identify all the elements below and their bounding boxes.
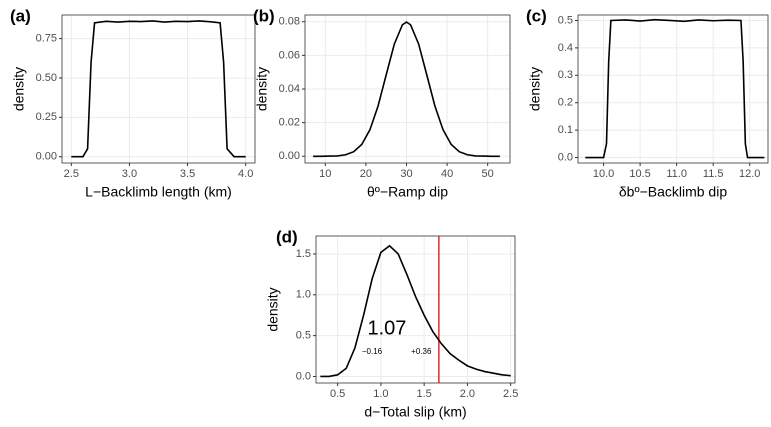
y-tick-label: 0.5 <box>296 330 311 342</box>
x-tick-label: 11.5 <box>703 168 724 180</box>
y-axis-label: density <box>11 67 27 111</box>
y-axis-label: density <box>527 67 543 111</box>
x-tick-label: 3.5 <box>180 168 195 180</box>
x-axis-label: δbº−Backlimb dip <box>619 184 727 200</box>
x-tick-label: 10.0 <box>593 168 614 180</box>
y-tick-label: 0.0 <box>296 370 311 382</box>
y-axis-label: density <box>265 287 281 331</box>
y-tick-label: 0.50 <box>36 72 57 84</box>
annotation: 1.07 <box>367 317 406 339</box>
y-axis-label: density <box>254 67 270 111</box>
y-tick-label: 0.75 <box>36 33 57 45</box>
x-tick-label: 1.0 <box>373 388 388 400</box>
y-tick-label: 0.06 <box>279 49 300 61</box>
density-curve <box>585 18 765 159</box>
annotation: +0.36 <box>411 347 432 356</box>
x-tick-label: 2.5 <box>503 388 518 400</box>
panel-title: (d) <box>276 227 298 246</box>
y-tick-label: 0.0 <box>558 151 573 163</box>
density-curve <box>320 244 511 378</box>
plot-panel <box>316 236 515 383</box>
x-tick-label: 30 <box>400 168 412 180</box>
y-tick-label: 1.0 <box>296 289 311 301</box>
y-tick-label: 0.04 <box>279 83 300 95</box>
y-tick-label: 0.00 <box>36 151 57 163</box>
x-tick-label: 2.5 <box>64 168 79 180</box>
x-tick-label: 10.5 <box>629 168 650 180</box>
x-tick-label: 1.5 <box>417 388 432 400</box>
y-tick-label: 0.3 <box>558 69 573 81</box>
plot-border <box>304 14 511 164</box>
x-tick-label: 50 <box>482 168 494 180</box>
x-tick-label: 12.0 <box>739 168 760 180</box>
x-tick-label: 3.0 <box>122 168 137 180</box>
panel-title: (c) <box>526 6 547 25</box>
y-tick-label: 0.25 <box>36 111 57 123</box>
x-axis-label: L−Backlimb length (km) <box>85 184 232 200</box>
density-curve <box>313 21 500 158</box>
y-tick-label: 0.4 <box>558 42 573 54</box>
x-tick-label: 0.5 <box>330 388 345 400</box>
x-tick-label: 2.0 <box>460 388 475 400</box>
y-tick-label: 0.1 <box>558 124 573 136</box>
x-tick-label: 20 <box>360 168 372 180</box>
x-tick-label: 4.0 <box>238 168 253 180</box>
x-axis-label: d−Total slip (km) <box>364 404 466 420</box>
x-tick-label: 40 <box>441 168 453 180</box>
plot-border <box>61 14 256 164</box>
y-tick-label: 0.00 <box>279 150 300 162</box>
y-tick-label: 0.5 <box>558 14 573 26</box>
x-tick-label: 11.0 <box>666 168 687 180</box>
plot-border <box>315 235 516 384</box>
plot-panel <box>62 15 255 163</box>
panel-title: (b) <box>253 6 275 25</box>
plot-border <box>577 14 769 164</box>
panel-title: (a) <box>10 6 31 25</box>
y-tick-label: 0.2 <box>558 97 573 109</box>
x-axis-label: θº−Ramp dip <box>367 184 448 200</box>
x-tick-label: 10 <box>319 168 331 180</box>
y-tick-label: 0.02 <box>279 117 300 129</box>
annotation: −0.16 <box>362 347 383 356</box>
y-tick-label: 0.08 <box>279 16 300 28</box>
density-curve <box>71 20 246 158</box>
y-tick-label: 1.5 <box>296 248 311 260</box>
